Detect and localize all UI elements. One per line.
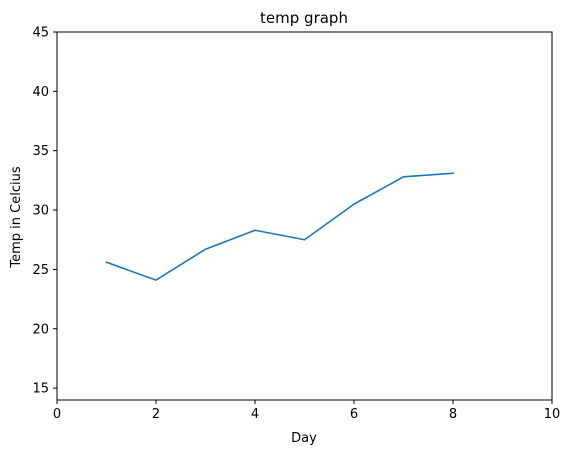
y-axis: 15 20 25 30 35 40 45 bbox=[32, 26, 57, 397]
x-tick-label: 10 bbox=[544, 407, 561, 422]
chart-title: temp graph bbox=[260, 9, 348, 27]
plot-frame bbox=[56, 31, 553, 401]
y-tick-label: 30 bbox=[32, 204, 49, 219]
y-axis-label: Temp in Celcius bbox=[9, 166, 24, 268]
x-tick-label: 0 bbox=[53, 407, 61, 422]
y-tick-label: 45 bbox=[32, 26, 49, 41]
y-tick-label: 40 bbox=[32, 85, 49, 100]
plot-area bbox=[56, 31, 553, 401]
x-tick-label: 6 bbox=[350, 407, 358, 422]
series-line-0 bbox=[105, 172, 454, 281]
x-tick-label: 8 bbox=[449, 407, 457, 422]
y-tick-label: 20 bbox=[32, 322, 49, 337]
y-tick-label: 15 bbox=[32, 382, 49, 397]
x-tick-label: 2 bbox=[152, 407, 160, 422]
x-tick-label: 4 bbox=[251, 407, 259, 422]
x-axis-label: Day bbox=[291, 431, 317, 446]
y-tick-label: 35 bbox=[32, 144, 49, 159]
x-axis: 0 2 4 6 8 10 bbox=[53, 400, 560, 422]
y-tick-label: 25 bbox=[32, 263, 49, 278]
